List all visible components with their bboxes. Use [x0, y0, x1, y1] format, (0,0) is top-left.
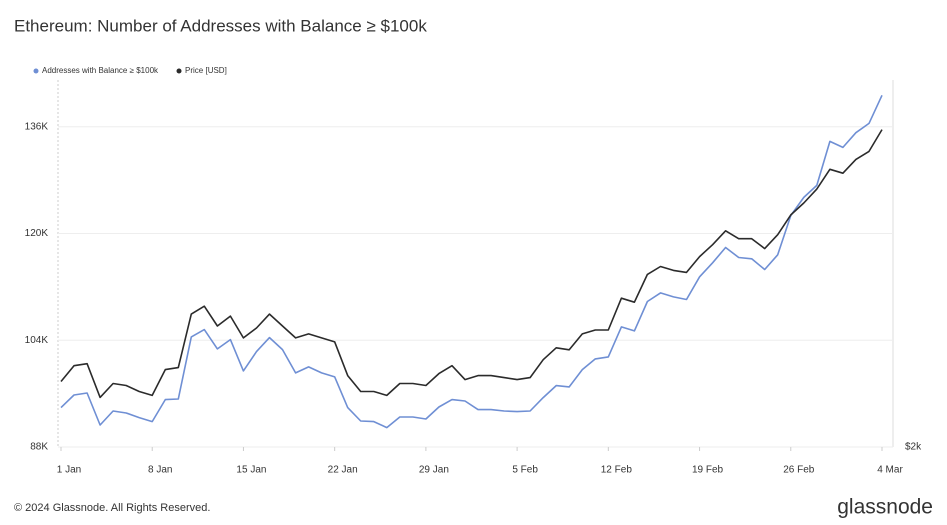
x-tick-label: 12 Feb	[601, 465, 633, 476]
brand: glassnode	[837, 496, 933, 519]
x-tick-label: 4 Mar	[877, 465, 903, 476]
footer: © 2024 Glassnode. All Rights Reserved.	[14, 502, 210, 514]
x-tick-label: 26 Feb	[783, 465, 815, 476]
line-series	[60, 129, 883, 399]
y-tick-label: 120K	[25, 228, 49, 239]
x-tick-label: 1 Jan	[57, 465, 81, 476]
y-tick-label: 136K	[25, 121, 49, 132]
x-tick-label: 19 Feb	[692, 465, 724, 476]
legend-marker	[176, 68, 182, 74]
legend-label: Addresses with Balance ≥ $100k	[42, 66, 159, 75]
y-tick-label: 104K	[25, 335, 49, 346]
x-tick-label: 29 Jan	[419, 465, 449, 476]
legend-marker	[33, 68, 39, 74]
chart-title: Ethereum: Number of Addresses with Balan…	[14, 16, 427, 35]
y-tick-label: 88K	[30, 442, 48, 453]
legend-label: Price [USD]	[185, 66, 227, 75]
y2-tick-label: $2k	[905, 442, 922, 453]
line-series	[60, 94, 883, 429]
x-tick-label: 5 Feb	[512, 465, 538, 476]
x-tick-label: 15 Jan	[236, 465, 266, 476]
x-tick-label: 22 Jan	[328, 465, 358, 476]
x-tick-label: 8 Jan	[148, 465, 172, 476]
